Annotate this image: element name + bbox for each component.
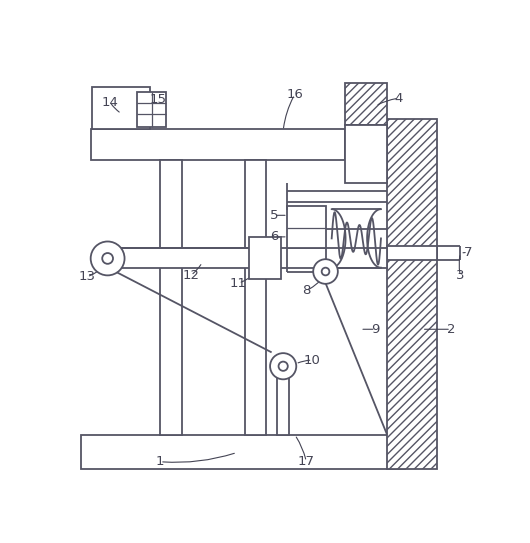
Text: 3: 3 (456, 269, 464, 282)
Text: 10: 10 (304, 353, 321, 367)
Circle shape (279, 362, 288, 371)
Bar (245, 160, 266, 435)
Circle shape (91, 242, 125, 275)
Text: 17: 17 (298, 455, 315, 468)
Text: 13: 13 (78, 270, 95, 283)
Bar (106, 248, 387, 268)
Text: 12: 12 (182, 269, 199, 282)
Text: 15: 15 (150, 93, 167, 106)
Bar (137, 92, 166, 127)
Bar (345, 83, 387, 125)
Bar (287, 206, 325, 248)
Text: 14: 14 (101, 96, 118, 109)
Text: 8: 8 (302, 285, 311, 297)
Text: 4: 4 (394, 92, 403, 105)
Circle shape (313, 259, 338, 284)
Circle shape (102, 253, 113, 264)
Bar (249, 237, 281, 279)
Circle shape (270, 353, 296, 380)
Bar (345, 125, 387, 183)
Text: 2: 2 (447, 323, 455, 336)
Bar (387, 119, 437, 469)
Bar (91, 129, 345, 160)
Bar (387, 246, 437, 260)
Text: 16: 16 (286, 88, 303, 101)
Bar (82, 435, 405, 469)
Bar (160, 160, 182, 435)
Text: 1: 1 (156, 455, 164, 468)
Text: 5: 5 (270, 209, 278, 222)
Text: 6: 6 (270, 230, 278, 243)
Text: 7: 7 (464, 246, 472, 259)
Text: 9: 9 (372, 323, 380, 336)
Text: 11: 11 (230, 276, 247, 289)
Bar (92, 87, 150, 129)
Bar (277, 365, 289, 435)
Circle shape (322, 268, 329, 275)
